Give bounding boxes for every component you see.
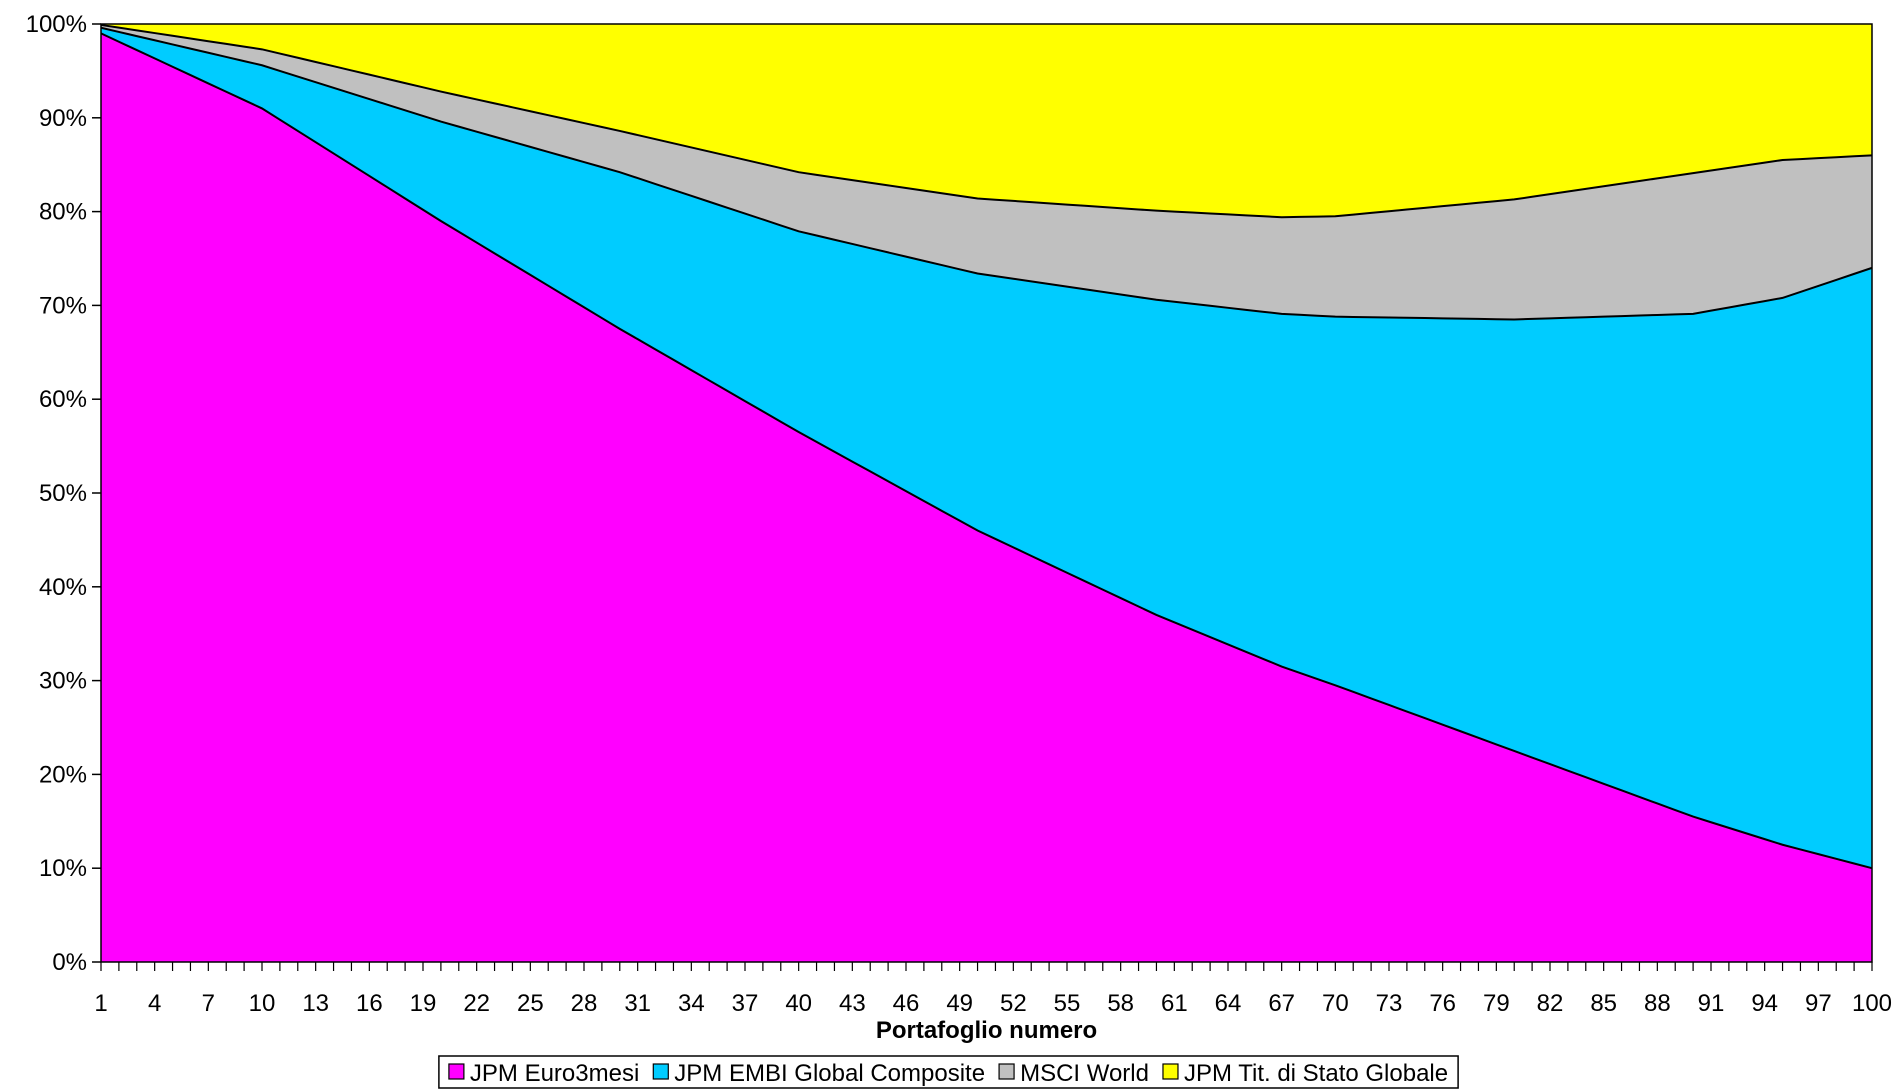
y-tick-label: 10% xyxy=(39,855,87,882)
x-tick-label: 10 xyxy=(249,990,276,1017)
x-tick-label: 79 xyxy=(1483,990,1510,1017)
x-tick-label: 88 xyxy=(1644,990,1671,1017)
x-tick-label: 16 xyxy=(356,990,383,1017)
x-tick-label: 19 xyxy=(410,990,437,1017)
legend-label: MSCI World xyxy=(1020,1060,1149,1087)
x-tick-label: 82 xyxy=(1537,990,1564,1017)
legend-box xyxy=(438,1055,1459,1089)
legend-label: JPM Euro3mesi xyxy=(470,1060,639,1087)
area-jpm-embi-global-composite xyxy=(101,27,1872,869)
x-tick-label: 70 xyxy=(1322,990,1349,1017)
y-tick-label: 50% xyxy=(39,480,87,507)
y-tick-label: 20% xyxy=(39,761,87,788)
x-tick-label: 52 xyxy=(1000,990,1027,1017)
x-tick-label: 94 xyxy=(1751,990,1778,1017)
legend-swatch xyxy=(998,1063,1015,1080)
y-tick-label: 30% xyxy=(39,668,87,695)
chart-areas xyxy=(101,24,1872,962)
y-tick-label: 40% xyxy=(39,574,87,601)
y-tick-label: 90% xyxy=(39,105,87,132)
x-tick-label: 61 xyxy=(1161,990,1188,1017)
x-tick-label: 1 xyxy=(94,990,107,1017)
x-tick-label: 64 xyxy=(1215,990,1242,1017)
y-tick-label: 60% xyxy=(39,386,87,413)
x-tick-label: 7 xyxy=(202,990,215,1017)
x-axis: 1 4 7 10 13 16 19 22 25 28 31 34 37 40 43 46 49 52 55 58 61 6… xyxy=(94,962,1892,1017)
legend: JPM Euro3mesi JPM EMBI Global Composite MS… xyxy=(438,1055,1459,1089)
y-tick-label: 100% xyxy=(26,11,87,38)
x-tick-label: 58 xyxy=(1107,990,1134,1017)
x-tick-label: 25 xyxy=(517,990,544,1017)
x-tick-label: 85 xyxy=(1590,990,1617,1017)
x-tick-label: 67 xyxy=(1268,990,1295,1017)
series-boundary-line xyxy=(100,23,1873,219)
x-tick-label: 100 xyxy=(1852,990,1892,1017)
series-boundary-line xyxy=(100,26,1873,321)
chart-boundaries xyxy=(100,23,1873,870)
x-tick-label: 91 xyxy=(1698,990,1725,1017)
y-tick-label: 70% xyxy=(39,292,87,319)
x-tick-label: 13 xyxy=(302,990,329,1017)
x-tick-label: 34 xyxy=(678,990,705,1017)
x-tick-label: 49 xyxy=(946,990,973,1017)
y-tick-label: 0% xyxy=(52,949,87,976)
x-tick-label: 97 xyxy=(1805,990,1832,1017)
x-tick-label: 73 xyxy=(1376,990,1403,1017)
area-jpm-tit-di-stato-globale xyxy=(101,24,1872,218)
x-axis-title: Portafoglio numero xyxy=(876,1017,1097,1044)
x-tick-label: 46 xyxy=(893,990,920,1017)
legend-label: JPM EMBI Global Composite xyxy=(674,1060,985,1087)
x-tick-label: 28 xyxy=(571,990,598,1017)
x-tick-label: 76 xyxy=(1429,990,1456,1017)
legend-label: JPM Tit. di Stato Globale xyxy=(1184,1060,1448,1087)
x-tick-label: 43 xyxy=(839,990,866,1017)
x-tick-label: 40 xyxy=(785,990,812,1017)
x-tick-label: 55 xyxy=(1054,990,1081,1017)
x-tick-label: 22 xyxy=(463,990,490,1017)
series-boundary-line xyxy=(100,32,1873,870)
y-tick-label: 80% xyxy=(39,199,87,226)
x-tick-label: 4 xyxy=(148,990,161,1017)
x-tick-label: 31 xyxy=(624,990,651,1017)
y-axis: 0% 10% 20% 30% 40% 50% 60% 70% 80% 90% 100% xyxy=(26,11,101,976)
area-jpm-euro3mesi xyxy=(101,33,1872,962)
legend-swatch xyxy=(1162,1063,1179,1080)
legend-swatch xyxy=(652,1063,669,1080)
legend-swatch xyxy=(448,1063,465,1080)
area-msci-world xyxy=(101,24,1872,320)
x-tick-label: 37 xyxy=(732,990,759,1017)
